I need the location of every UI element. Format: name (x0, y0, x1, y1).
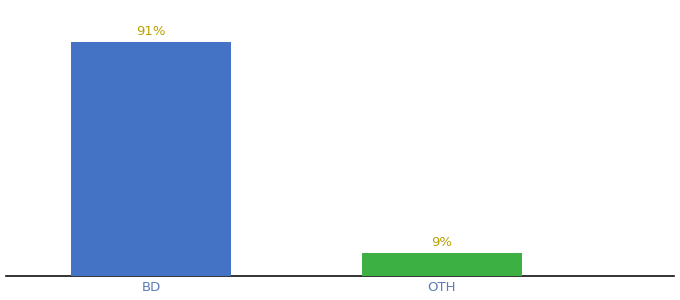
Text: 91%: 91% (136, 25, 166, 38)
Text: 9%: 9% (431, 236, 452, 249)
Bar (71, 42, 231, 276)
Bar (362, 253, 522, 276)
